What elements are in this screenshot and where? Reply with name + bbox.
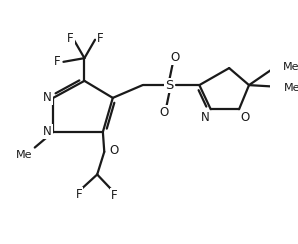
Text: F: F: [75, 188, 82, 201]
Text: F: F: [111, 189, 117, 202]
Text: N: N: [43, 91, 52, 104]
Text: S: S: [165, 79, 174, 92]
Text: Me: Me: [16, 150, 32, 160]
Text: F: F: [67, 32, 74, 45]
Text: O: O: [240, 111, 250, 124]
Text: O: O: [109, 144, 119, 157]
Text: N: N: [43, 125, 52, 138]
Text: N: N: [201, 111, 209, 124]
Text: O: O: [171, 51, 180, 64]
Text: O: O: [159, 106, 168, 119]
Text: Me: Me: [284, 83, 298, 93]
Text: F: F: [54, 55, 60, 68]
Text: Me: Me: [283, 62, 298, 72]
Text: F: F: [97, 32, 103, 45]
